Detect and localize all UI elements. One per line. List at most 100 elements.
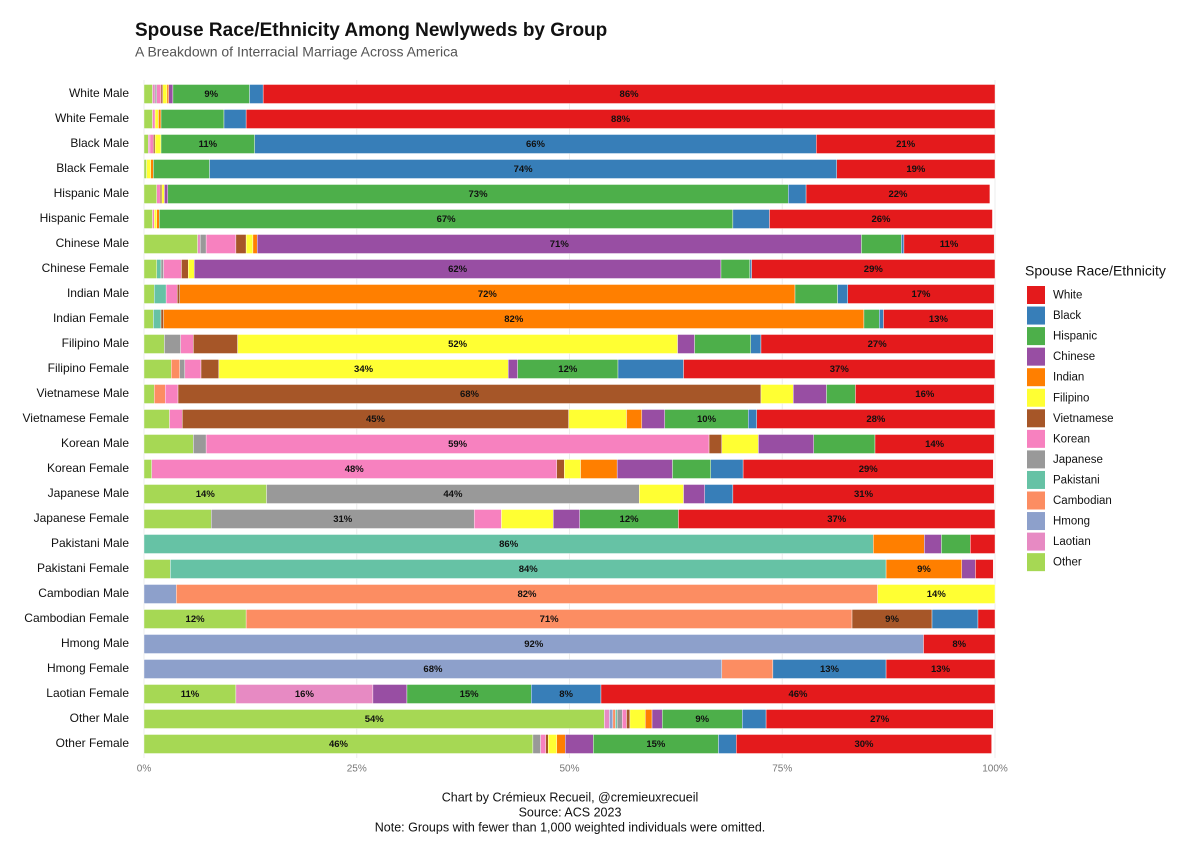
bar-segment — [143, 459, 152, 479]
bar-segment — [148, 134, 151, 154]
bar-segment — [751, 259, 996, 279]
bar-segment — [877, 584, 996, 604]
bar-segment — [143, 384, 155, 404]
bar-segment — [262, 84, 996, 104]
bar-segment — [564, 459, 581, 479]
data-label: 48% — [345, 464, 365, 475]
bar-segment — [683, 359, 996, 379]
bar-segment — [565, 734, 594, 754]
bar-segment — [694, 334, 751, 354]
bar-segment — [617, 359, 684, 379]
bar-segment — [837, 284, 848, 304]
legend-swatch — [1027, 450, 1045, 469]
y-tick-label: Pakistani Female — [37, 561, 129, 575]
legend-label: Cambodian — [1053, 495, 1112, 507]
data-label: 12% — [558, 364, 578, 375]
legend-label: Hispanic — [1053, 331, 1097, 343]
y-tick-label: Hmong Female — [47, 661, 129, 675]
bar-segment — [143, 584, 177, 604]
bar-segment — [143, 334, 165, 354]
bar-segment — [154, 209, 157, 229]
legend-swatch — [1027, 347, 1045, 366]
data-label: 16% — [915, 389, 935, 400]
y-tick-label: Cambodian Female — [24, 611, 129, 625]
legend-label: Other — [1053, 557, 1082, 569]
bar-segment — [975, 559, 994, 579]
legend-swatch — [1027, 491, 1045, 510]
bar-segment — [600, 684, 996, 704]
bar-segment — [622, 709, 627, 729]
data-label: 71% — [550, 239, 570, 250]
bar-segment — [615, 709, 618, 729]
data-label: 12% — [186, 614, 206, 625]
data-label: 73% — [469, 189, 489, 200]
y-tick-label: Pakistani Male — [51, 536, 129, 550]
x-tick-label: 0% — [137, 764, 152, 775]
x-tick-label: 25% — [347, 764, 367, 775]
bar-segment — [143, 109, 153, 129]
bar-segment — [162, 84, 168, 104]
y-tick-label: Korean Male — [61, 436, 129, 450]
bar-segment — [143, 209, 153, 229]
x-tick-label: 100% — [982, 764, 1008, 775]
bar-segment — [903, 234, 995, 254]
y-tick-label: Chinese Male — [56, 236, 130, 250]
bar-segment — [156, 84, 162, 104]
bar-segment — [152, 84, 156, 104]
bar-segment — [235, 234, 247, 254]
bar-segment — [473, 509, 502, 529]
bar-segment — [166, 84, 169, 104]
legend-label: Vietnamese — [1053, 413, 1114, 425]
y-tick-label: Hmong Male — [61, 636, 129, 650]
data-label: 9% — [204, 89, 218, 100]
legend-swatch — [1027, 409, 1045, 428]
y-tick-label: Other Female — [56, 736, 130, 750]
bar-segment — [156, 259, 162, 279]
data-label: 54% — [365, 714, 385, 725]
bar-segment — [970, 534, 996, 554]
bar-segment — [164, 334, 181, 354]
bar-segment — [245, 109, 996, 129]
bar-segment — [179, 359, 186, 379]
data-label: 28% — [866, 414, 886, 425]
bar-segment — [672, 459, 711, 479]
data-label: 82% — [517, 589, 537, 600]
bar-segment — [805, 184, 991, 204]
bar-segment — [154, 84, 157, 104]
bar-segment — [788, 184, 807, 204]
data-label: 71% — [540, 614, 560, 625]
bar-segment — [879, 309, 884, 329]
bar-segment — [501, 509, 554, 529]
bar-segment — [184, 359, 202, 379]
bar-segment — [165, 384, 179, 404]
bar-segment — [154, 384, 166, 404]
bar-segment — [750, 334, 762, 354]
data-label: 11% — [940, 239, 959, 250]
y-tick-label: Japanese Male — [48, 486, 130, 500]
bar-segment — [641, 409, 666, 429]
data-label: 14% — [925, 439, 945, 450]
bar-segment — [156, 184, 161, 204]
data-label: 88% — [611, 114, 631, 125]
y-tick-label: Black Male — [70, 136, 129, 150]
y-tick-label: Laotian Female — [46, 686, 129, 700]
bar-segment — [826, 384, 856, 404]
bar-segment — [143, 259, 157, 279]
legend-swatch — [1027, 470, 1045, 489]
bar-segment — [977, 609, 996, 629]
bar-segment — [863, 309, 880, 329]
bar-segment — [626, 709, 631, 729]
bar-segment — [197, 234, 201, 254]
legend-label: Pakistani — [1053, 474, 1100, 486]
bar-segment — [143, 434, 194, 454]
bar-segment — [756, 409, 996, 429]
data-label: 22% — [888, 189, 908, 200]
bar-segment — [199, 234, 207, 254]
bar-segment — [153, 159, 210, 179]
bar-segment — [143, 84, 153, 104]
data-label: 68% — [460, 389, 480, 400]
data-label: 72% — [478, 289, 498, 300]
bar-segment — [609, 709, 614, 729]
data-label: 29% — [859, 464, 879, 475]
legend-label: Hmong — [1053, 516, 1090, 528]
